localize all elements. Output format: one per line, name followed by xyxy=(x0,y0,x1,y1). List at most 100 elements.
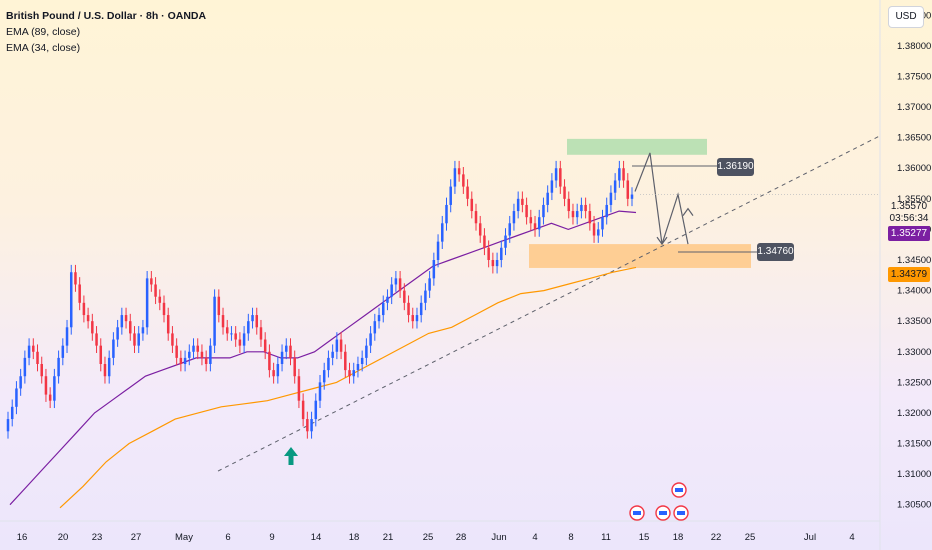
candle xyxy=(129,321,132,334)
candle xyxy=(301,400,305,420)
candle xyxy=(116,327,119,340)
candle xyxy=(107,357,111,377)
date-tick-label: May xyxy=(175,532,193,543)
date-tick-label: 14 xyxy=(311,532,322,543)
candle xyxy=(605,204,608,218)
candle xyxy=(230,333,233,335)
candle xyxy=(352,370,355,377)
candle xyxy=(398,278,402,291)
date-tick-label: 4 xyxy=(849,532,854,543)
candle xyxy=(419,302,423,316)
candle xyxy=(390,284,393,297)
price-tick-label: 1.36000 xyxy=(897,163,931,174)
candle xyxy=(360,357,364,364)
candle xyxy=(145,278,149,328)
support-level-label[interactable]: 1.34760 xyxy=(757,243,794,261)
price-tick-label: 1.33500 xyxy=(897,316,931,327)
candle xyxy=(546,192,549,205)
candle xyxy=(453,168,457,187)
candle xyxy=(335,339,339,352)
date-tick-label: 22 xyxy=(711,532,722,543)
candle xyxy=(386,296,389,303)
projection-path xyxy=(634,152,689,245)
price-tick-label: 1.31500 xyxy=(897,439,931,450)
target-level-label[interactable]: 1.36190 xyxy=(717,158,754,176)
candle xyxy=(356,364,360,371)
ema-34-legend[interactable]: EMA (34, close) xyxy=(6,42,81,54)
current-price-label: 1.35570 xyxy=(890,201,928,212)
candle xyxy=(525,204,528,218)
candle xyxy=(36,351,39,364)
ema-89-legend[interactable]: EMA (89, close) xyxy=(6,26,81,38)
candle xyxy=(457,168,461,175)
candle xyxy=(508,223,511,236)
countdown-label: 03:56:34 xyxy=(889,213,929,224)
candle xyxy=(238,339,242,346)
date-tick-label: 23 xyxy=(92,532,103,543)
date-tick-label: 4 xyxy=(532,532,537,543)
candle xyxy=(500,247,503,260)
candle xyxy=(86,315,90,322)
candle xyxy=(339,339,343,352)
date-tick-label: 6 xyxy=(225,532,230,543)
candle xyxy=(462,174,465,187)
candle xyxy=(53,376,56,401)
candle xyxy=(57,357,60,377)
symbol-title[interactable]: British Pound / U.S. Dollar · 8h · OANDA xyxy=(6,10,207,22)
date-tick-label: 16 xyxy=(17,532,28,543)
candle xyxy=(588,211,592,224)
candle xyxy=(411,315,415,322)
candle xyxy=(268,351,271,371)
candle xyxy=(259,327,263,340)
candle xyxy=(441,223,444,242)
date-tick-label: 9 xyxy=(269,532,274,543)
trendline xyxy=(217,135,881,472)
candle xyxy=(95,333,98,346)
date-tick-label: 20 xyxy=(58,532,69,543)
candle xyxy=(124,315,128,322)
candle xyxy=(322,370,326,383)
candle xyxy=(394,278,398,285)
candle xyxy=(622,168,625,181)
candle xyxy=(584,204,587,212)
candle xyxy=(571,211,575,218)
ema89-line xyxy=(59,266,637,509)
projection-arrowhead xyxy=(682,207,694,216)
candle xyxy=(327,357,330,371)
candle xyxy=(567,198,571,212)
candle xyxy=(209,345,212,364)
candle xyxy=(276,364,280,377)
candle xyxy=(103,364,107,377)
candle xyxy=(272,370,275,377)
ema89-price-tag: 1.34379 xyxy=(888,267,930,282)
candle xyxy=(99,345,103,364)
currency-button[interactable]: USD xyxy=(888,6,924,28)
date-tick-label: 21 xyxy=(383,532,394,543)
candle xyxy=(242,333,246,346)
date-tick-label: Jul xyxy=(804,532,816,543)
candle xyxy=(436,241,440,260)
date-tick-label: 8 xyxy=(568,532,573,543)
candle xyxy=(575,211,579,218)
candle xyxy=(171,333,174,346)
candle xyxy=(91,321,94,334)
date-tick-label: 25 xyxy=(423,532,434,543)
price-tick-label: 1.33000 xyxy=(897,347,931,358)
flag-stripe xyxy=(659,511,667,515)
candle xyxy=(213,296,216,346)
candle xyxy=(554,168,558,181)
candle xyxy=(225,327,229,334)
candle xyxy=(293,357,296,377)
candle xyxy=(6,419,10,432)
chart-legend: British Pound / U.S. Dollar · 8h · OANDA… xyxy=(6,8,206,56)
candle xyxy=(133,333,136,346)
candle xyxy=(318,382,322,401)
flag-stripe xyxy=(677,511,685,515)
candle xyxy=(533,223,537,230)
candle xyxy=(137,333,140,346)
candle xyxy=(27,345,31,358)
candle xyxy=(521,198,524,205)
candle xyxy=(15,388,18,407)
